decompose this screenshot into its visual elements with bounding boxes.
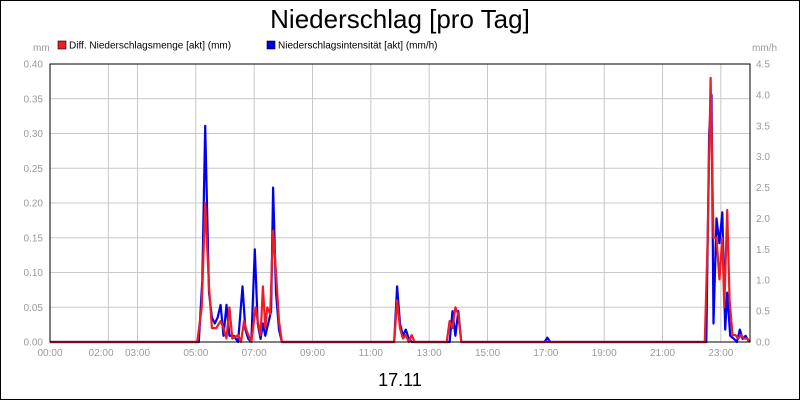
x-tick-label: 07:00 xyxy=(242,348,267,359)
y-right-axis: 0.0 0.5 1.0 1.5 2.0 2.5 3.0 3.5 4.0 4.5 xyxy=(756,60,770,349)
chart-title: Niederschlag [pro Tag] xyxy=(270,4,530,34)
y-right-unit: mm/h xyxy=(752,43,777,54)
y-left-tick-label: 0.25 xyxy=(24,164,44,175)
y-left-tick-label: 0.40 xyxy=(24,60,44,71)
legend-swatch-intensity xyxy=(266,40,276,50)
series-line-diff-mm xyxy=(50,76,751,344)
y-right-tick-label: 1.0 xyxy=(756,276,770,287)
x-tick-label: 03:00 xyxy=(125,348,150,359)
y-right-tick-label: 1.5 xyxy=(756,245,770,256)
y-right-tick-label: 2.0 xyxy=(756,214,770,225)
y-right-tick-label: 2.5 xyxy=(756,183,770,194)
x-tick-label: 19:00 xyxy=(592,348,617,359)
y-right-tick-label: 4.0 xyxy=(756,90,770,101)
y-left-tick-label: 0.00 xyxy=(24,338,44,349)
x-tick-label: 02:00 xyxy=(89,348,114,359)
y-left-tick-label: 0.05 xyxy=(24,303,44,314)
x-tick-label: 13:00 xyxy=(417,348,442,359)
y-right-tick-label: 3.0 xyxy=(756,152,770,163)
legend-label-diff-mm: Diff. Niederschlagsmenge [akt] (mm) xyxy=(69,41,231,52)
x-tick-label: 21:00 xyxy=(650,348,675,359)
series-lines xyxy=(50,76,751,344)
plot-border xyxy=(49,63,751,343)
y-left-unit: mm xyxy=(33,43,50,54)
y-left-axis: 0.00 0.05 0.10 0.15 0.20 0.25 0.30 0.35 0.40 xyxy=(24,60,44,349)
x-tick-label: 09:00 xyxy=(300,348,325,359)
y-right-tick-label: 0.5 xyxy=(756,307,770,318)
y-right-tick-label: 3.5 xyxy=(756,121,770,132)
legend-label-intensity: Niederschlagsintensität [akt] (mm/h) xyxy=(278,41,438,52)
x-tick-label: 05:00 xyxy=(183,348,208,359)
x-tick-label: 17:00 xyxy=(533,348,558,359)
y-right-tick-label: 0.0 xyxy=(756,338,770,349)
x-axis: 00:00 02:00 03:00 05:00 07:00 09:00 11:00 13:00… xyxy=(37,348,733,359)
y-left-tick-label: 0.15 xyxy=(24,233,44,244)
x-tick-label: 00:00 xyxy=(37,348,62,359)
y-left-tick-label: 0.20 xyxy=(24,199,44,210)
legend: Diff. Niederschlagsmenge [akt] (mm) Nied… xyxy=(57,40,438,52)
x-tick-label: 23:00 xyxy=(708,348,733,359)
y-left-tick-label: 0.30 xyxy=(24,129,44,140)
y-left-tick-label: 0.10 xyxy=(24,268,44,279)
legend-swatch-diff-mm xyxy=(57,40,67,50)
x-tick-label: 11:00 xyxy=(359,348,384,359)
y-left-tick-label: 0.35 xyxy=(24,94,44,105)
x-tick-label: 15:00 xyxy=(475,348,500,359)
series-line-intensity xyxy=(50,93,751,344)
y-right-tick-label: 4.5 xyxy=(756,60,770,71)
date-label: 17.11 xyxy=(378,370,422,390)
